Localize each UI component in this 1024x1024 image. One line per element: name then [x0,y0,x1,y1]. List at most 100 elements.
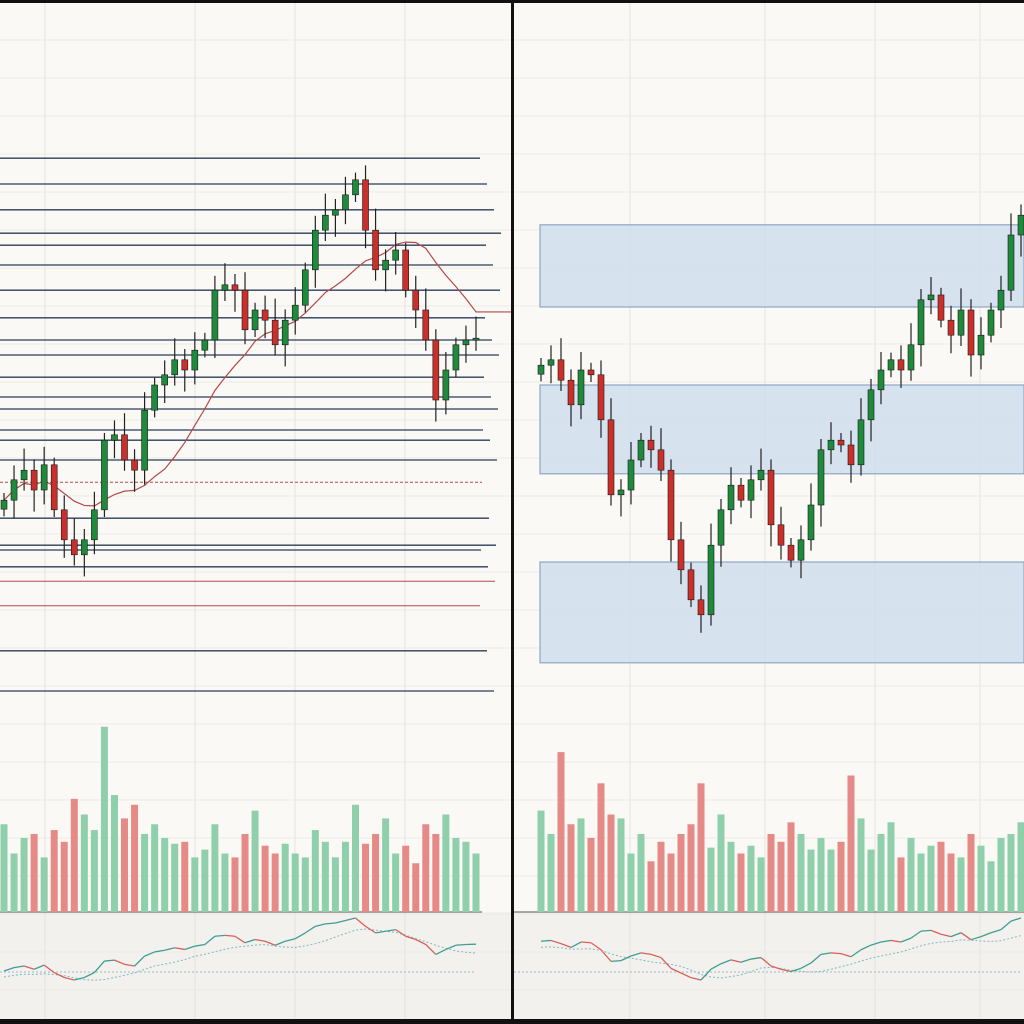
oscillator-segment [750,956,762,960]
candle-body-up [322,214,329,231]
volume-bar [442,814,450,912]
candle [747,465,755,519]
oscillator-segment [23,965,35,970]
candle [352,172,359,202]
volume-bar [877,834,885,912]
volume-bar [947,853,955,912]
volume-bar [341,841,349,912]
candle-body-up [81,539,88,556]
volume-bar [161,837,169,912]
volume-bar [637,834,645,912]
oscillator-segment [780,968,792,973]
candle [452,337,460,378]
volume-bar [271,853,279,912]
candle-body-up [757,469,765,481]
candle [281,309,289,367]
oscillator-segment [325,922,336,925]
candle-body-up [452,344,460,371]
candle-body-down [181,359,189,371]
candle [797,525,805,579]
candle-body-up [977,334,985,356]
candle [101,433,108,517]
candle-body-up [637,439,645,461]
candle-body-up [717,509,725,546]
volume-bar [1017,822,1024,912]
candle-body-down [557,359,565,381]
candle [837,433,845,453]
candle-body-down [422,309,430,341]
candle-body-up [161,374,168,386]
oscillator-segment [84,971,95,979]
oscillator-segment [900,937,912,943]
candle-body-up [887,359,895,371]
candle [251,302,259,337]
candle-body-up [352,179,359,196]
volume-bar [452,837,460,912]
candle-body-down [697,599,705,616]
volume-bar [291,853,299,912]
candle-body-down [767,469,775,526]
volume-bar [402,845,410,912]
candle [607,398,615,506]
candle [827,422,835,465]
candle [957,288,965,346]
candle [10,465,18,519]
oscillator-segment [304,925,316,934]
volume-bar [597,783,605,912]
volume-bar [587,837,595,912]
candle [1007,213,1015,301]
volume-bar [80,814,88,912]
candle [131,449,138,492]
candle-body-up [727,484,735,511]
candle [111,420,118,459]
candle [667,459,675,562]
candle-body-down [372,229,379,271]
candle-body-down [897,359,905,371]
candle [627,442,635,505]
candle-body-down [241,289,249,331]
oscillator-segment [294,932,306,940]
volume-bar [40,857,48,912]
volume-bar [201,849,209,912]
volume-bar [251,810,259,912]
candle [557,338,565,391]
oscillator-segment [184,945,196,951]
oscillator-segment [244,938,256,944]
candle [977,317,985,370]
candle [241,272,249,345]
candle [697,585,705,633]
candle [191,332,199,385]
candle-body-up [857,419,865,466]
volume-bar [567,824,575,912]
volume-bar [362,843,370,912]
candle [757,448,765,491]
volume-bar [897,857,905,912]
candle-body-up [917,299,925,346]
volume-bar [0,824,8,912]
candle [777,506,785,560]
candle [91,491,98,555]
oscillator-segment [204,935,216,945]
oscillator-segment [670,967,682,974]
oscillator-segment [950,932,962,938]
candle [332,199,339,237]
candle-body-up [627,459,635,491]
candle [677,521,685,585]
volume-bar [331,857,339,912]
candle [857,398,865,476]
candle [617,479,625,517]
volume-bar [617,818,625,912]
candle [472,316,480,351]
candle [767,459,775,547]
candle [50,457,58,517]
oscillator-segment [860,944,872,951]
oscillator-segment [455,943,467,946]
volume-bar [412,863,420,912]
volume-bar [927,845,935,912]
volume-bar [261,845,269,912]
candle-body-up [997,289,1005,311]
candle-body-up [707,544,715,616]
candle-body-down [60,509,68,541]
candle-body-up [332,209,339,216]
oscillator-segment [550,939,562,945]
